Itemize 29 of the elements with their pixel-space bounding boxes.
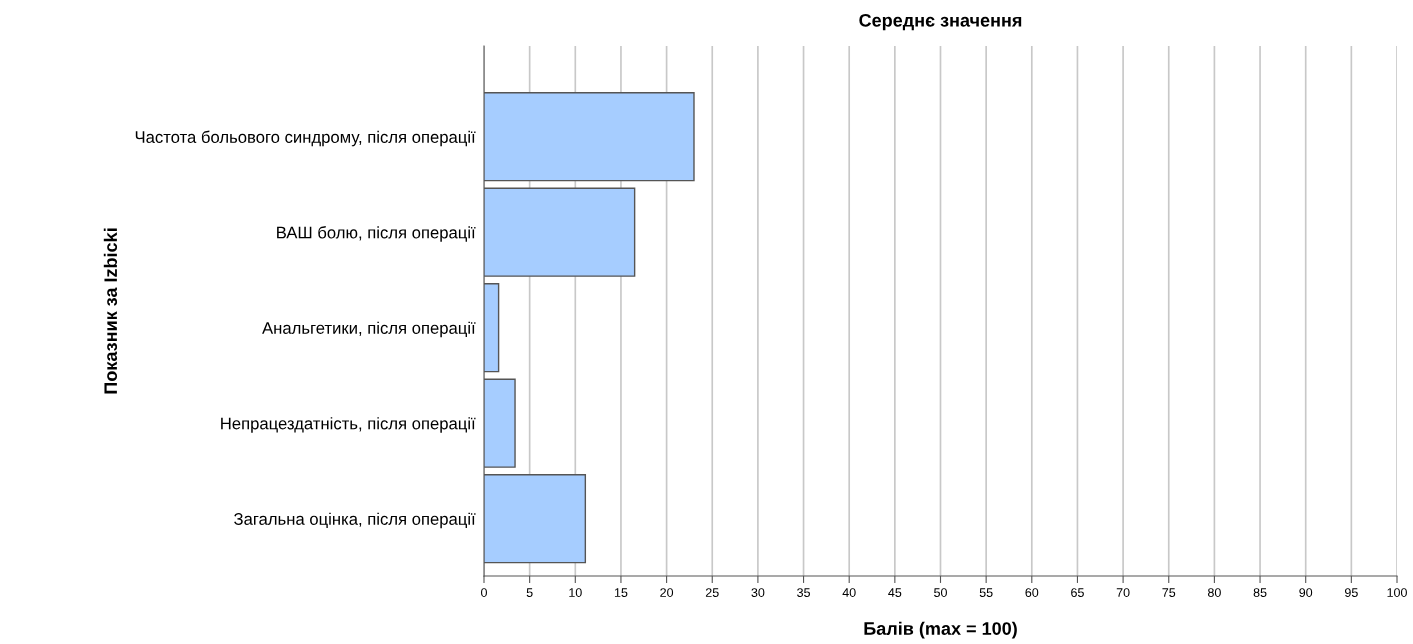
x-tick-label: 90 (1299, 588, 1313, 597)
y-tick-label: Частота больового синдрому, після операції (135, 130, 476, 147)
x-tick-label: 50 (934, 588, 947, 597)
chart-title: Середнє значення (859, 13, 1022, 31)
x-tick-label: 20 (660, 588, 674, 597)
x-tick-label: 75 (1162, 588, 1176, 597)
y-tick-label: Непрацездатність, після операції (221, 417, 476, 433)
y-axis-title: Показник за Izbicki (103, 228, 118, 394)
y-tick-label: Анальгетики, після операції (262, 321, 476, 338)
x-tick-label: 0 (481, 588, 487, 597)
x-tick-label: 10 (569, 588, 582, 597)
x-tick-label: 45 (888, 588, 902, 597)
x-tick-label: 15 (614, 588, 628, 597)
x-tick-label: 5 (526, 588, 533, 597)
x-tick-label: 25 (705, 588, 719, 597)
x-tick-label: 100 (1387, 588, 1407, 597)
x-tick-label: 65 (1071, 588, 1084, 597)
x-tick-label: 30 (751, 588, 765, 597)
x-tick-label: 80 (1207, 588, 1221, 597)
y-tick-label: ВАШ болю, після операції (277, 226, 476, 242)
x-tick-label: 55 (979, 588, 993, 597)
x-tick-label: 60 (1025, 588, 1039, 597)
x-tick-label: 95 (1344, 588, 1358, 597)
y-tick-label: Загальна оцінка, після операції (234, 512, 476, 529)
x-tick-label: 70 (1116, 588, 1130, 597)
x-tick-label: 85 (1253, 588, 1267, 597)
x-tick-label: 35 (797, 588, 810, 597)
x-tick-label: 40 (842, 588, 856, 597)
x-axis-title: Балів (max = 100) (864, 621, 1017, 639)
